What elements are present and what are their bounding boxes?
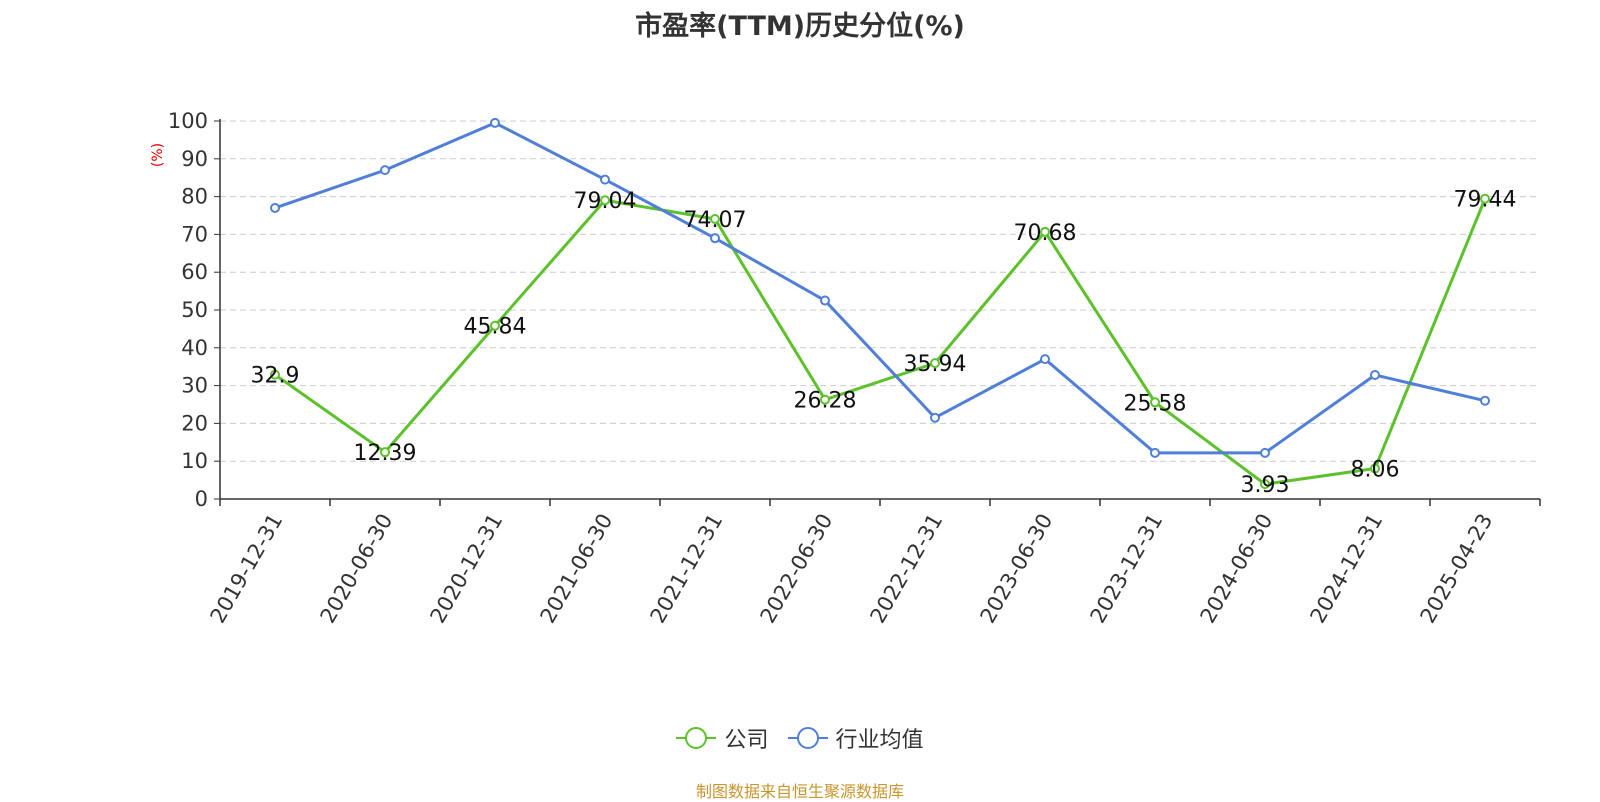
data-point-industry-average xyxy=(1480,395,1490,406)
data-label: 3.93 xyxy=(1241,473,1290,498)
data-point-company xyxy=(270,369,280,380)
y-tick-label: 70 xyxy=(181,222,208,246)
data-point-company xyxy=(1370,463,1380,474)
y-tick-label: 60 xyxy=(181,260,208,284)
y-tick-label: 100 xyxy=(168,109,208,133)
y-tick-label: 50 xyxy=(181,298,208,322)
x-tick-label: 2019-12-31 xyxy=(206,510,288,628)
data-label: 8.06 xyxy=(1351,458,1400,483)
data-label: 32.9 xyxy=(251,364,300,389)
x-tick-label: 2024-12-31 xyxy=(1306,510,1388,628)
legend-industry-marker-icon xyxy=(787,726,828,750)
data-label: 25.58 xyxy=(1124,391,1187,416)
series-line-industry-average xyxy=(274,121,1486,455)
data-point-industry-average xyxy=(270,202,280,213)
legend-company-label: 公司 xyxy=(724,728,769,753)
data-point-company xyxy=(820,394,830,405)
data-point-company xyxy=(380,447,390,458)
data-label: 12.39 xyxy=(354,441,417,466)
data-point-industry-average xyxy=(380,165,390,176)
data-point-company xyxy=(600,195,610,206)
data-point-company xyxy=(710,214,720,225)
y-tick-label: 0 xyxy=(195,487,208,511)
y-tick-label: 30 xyxy=(181,374,208,398)
legend-item-industry-average[interactable]: 行业均值 xyxy=(787,722,924,754)
data-label: 26.28 xyxy=(794,389,857,414)
legend-item-company[interactable]: 公司 xyxy=(676,722,769,754)
legend-company-marker-icon xyxy=(676,726,717,750)
data-point-company xyxy=(1480,193,1490,204)
source-note: 制图数据来自恒生聚源数据库 xyxy=(695,782,904,801)
data-label: 70.68 xyxy=(1014,221,1077,246)
y-tick-label: 40 xyxy=(181,336,208,360)
data-point-industry-average xyxy=(1040,354,1050,365)
x-tick-label: 2022-06-30 xyxy=(756,510,838,628)
data-label: 45.84 xyxy=(464,315,527,340)
y-tick-label: 20 xyxy=(181,411,208,435)
data-point-company xyxy=(1150,397,1160,408)
data-point-industry-average xyxy=(1370,370,1380,381)
data-point-industry-average xyxy=(820,295,830,306)
legend: 公司 行业均值 xyxy=(0,722,1600,756)
x-tick-label: 2022-12-31 xyxy=(866,510,948,628)
legend-industry-label: 行业均值 xyxy=(835,728,924,753)
y-tick-label: 10 xyxy=(181,449,208,473)
data-label: 74.07 xyxy=(684,208,747,233)
data-point-industry-average xyxy=(1260,447,1270,458)
x-tick-label: 2025-04-23 xyxy=(1416,510,1498,628)
x-tick-label: 2024-06-30 xyxy=(1196,510,1278,628)
data-label: 79.44 xyxy=(1454,188,1517,213)
data-point-industry-average xyxy=(930,412,940,423)
data-point-company xyxy=(1040,226,1050,237)
data-point-company xyxy=(1260,479,1270,490)
data-point-industry-average xyxy=(710,233,720,244)
x-tick-label: 2020-06-30 xyxy=(316,510,398,628)
x-tick-label: 2021-12-31 xyxy=(646,510,728,628)
data-point-industry-average xyxy=(600,174,610,185)
data-label: 35.94 xyxy=(904,352,967,377)
series-line-company xyxy=(274,198,1487,486)
data-point-industry-average xyxy=(490,117,500,128)
y-axis-label: (%) xyxy=(150,143,166,167)
data-point-company xyxy=(490,320,500,331)
x-tick-label: 2023-12-31 xyxy=(1086,510,1168,628)
y-tick-label: 90 xyxy=(181,147,208,171)
y-tick-label: 80 xyxy=(181,185,208,209)
chart-title: 市盈率(TTM)历史分位(%) xyxy=(635,11,965,42)
data-point-industry-average xyxy=(1150,447,1160,458)
data-label: 79.04 xyxy=(574,189,637,214)
x-tick-label: 2021-06-30 xyxy=(536,510,618,628)
x-tick-label: 2023-06-30 xyxy=(976,510,1058,628)
x-tick-label: 2020-12-31 xyxy=(426,510,508,628)
data-point-company xyxy=(930,358,940,369)
